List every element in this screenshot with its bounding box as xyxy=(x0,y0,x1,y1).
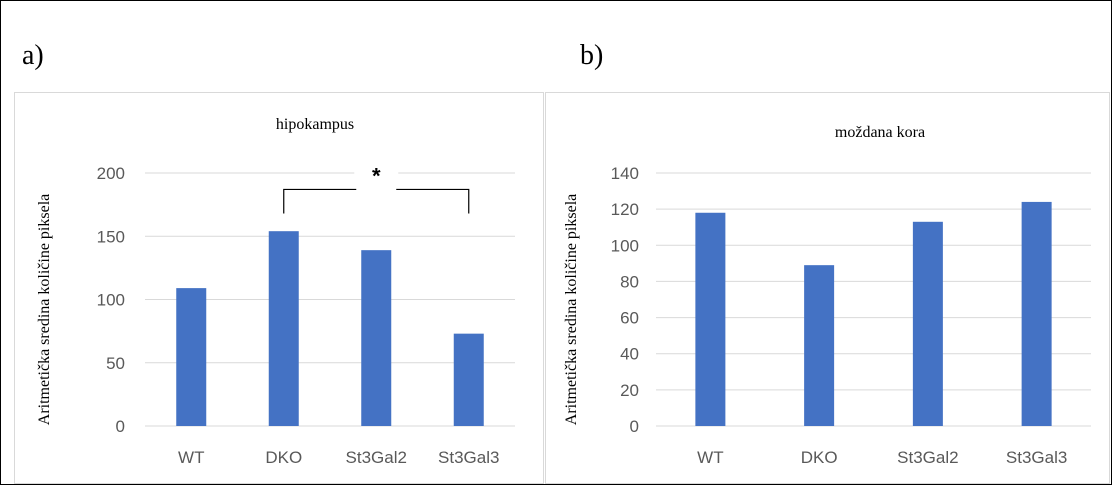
chart-hipokampus: 0 50 100 150 200 hipokampus Aritmetička sredin… xyxy=(14,92,544,484)
mozdana-kora-bar-dko xyxy=(804,265,835,426)
mozdana-kora-ytick-label: 100 xyxy=(611,236,639,255)
mozdana-kora-bar-st3gal3 xyxy=(1021,201,1052,426)
mozdana-kora-category-label: DKO xyxy=(801,448,838,467)
mozdana-kora-ytick-label: 80 xyxy=(620,272,639,291)
mozdana-kora-ytick-label: 140 xyxy=(611,164,639,183)
hipokampus-significance-star: * xyxy=(372,163,381,188)
hipokampus-chart-title: hipokampus xyxy=(276,116,354,133)
hipokampus-ytick-label: 0 xyxy=(116,417,125,436)
mozdana-kora-ytick-label: 0 xyxy=(630,417,639,436)
panel-b-label: b) xyxy=(580,40,604,71)
hipokampus-bar-wt xyxy=(176,288,207,426)
hipokampus-bar-st3gal2 xyxy=(361,250,392,426)
mozdana-kora-bar-wt xyxy=(695,212,726,426)
mozdana-kora-category-label: St3Gal2 xyxy=(897,448,958,467)
hipokampus-category-label: WT xyxy=(178,448,204,467)
mozdana-kora-chart-title: moždana kora xyxy=(835,124,925,141)
hipokampus-bar-dko xyxy=(268,231,299,426)
hipokampus-ytick-label: 100 xyxy=(97,291,125,310)
hipokampus-category-label: St3Gal3 xyxy=(438,448,499,467)
mozdana-kora-ytick-label: 120 xyxy=(611,200,639,219)
hipokampus-ytick-label: 200 xyxy=(97,164,125,183)
hipokampus-bar-st3gal3 xyxy=(453,333,484,426)
chart-hipokampus-svg: 0 50 100 150 200 hipokampus Aritmetička sredin… xyxy=(36,116,515,467)
mozdana-kora-category-label: St3Gal3 xyxy=(1006,448,1067,467)
hipokampus-ytick-label: 150 xyxy=(97,227,125,246)
hipokampus-category-label: St3Gal2 xyxy=(346,448,407,467)
mozdana-kora-ytick-label: 40 xyxy=(620,345,639,364)
mozdana-kora-category-label: WT xyxy=(697,448,723,467)
panel-a-label: a) xyxy=(22,40,44,71)
hipokampus-significance-bracket xyxy=(283,188,470,214)
mozdana-kora-bar-st3gal2 xyxy=(912,221,943,426)
chart-mozdana-kora: 0 20 40 60 80 100 120 140 moždana kora Aritmetičk… xyxy=(545,92,1110,484)
hipokampus-ytick-label: 50 xyxy=(106,354,125,373)
hipokampus-category-label: DKO xyxy=(265,448,302,467)
mozdana-kora-y-axis-label: Aritmetička sredina količine piksela xyxy=(563,194,580,425)
hipokampus-significance-backdrop xyxy=(354,159,399,194)
mozdana-kora-ytick-label: 20 xyxy=(620,381,639,400)
hipokampus-y-axis-label: Aritmetička sredina količine piksela xyxy=(36,194,53,425)
mozdana-kora-ytick-label: 60 xyxy=(620,309,639,328)
chart-mozdana-kora-svg: 0 20 40 60 80 100 120 140 moždana kora Aritmetičk… xyxy=(563,124,1091,467)
